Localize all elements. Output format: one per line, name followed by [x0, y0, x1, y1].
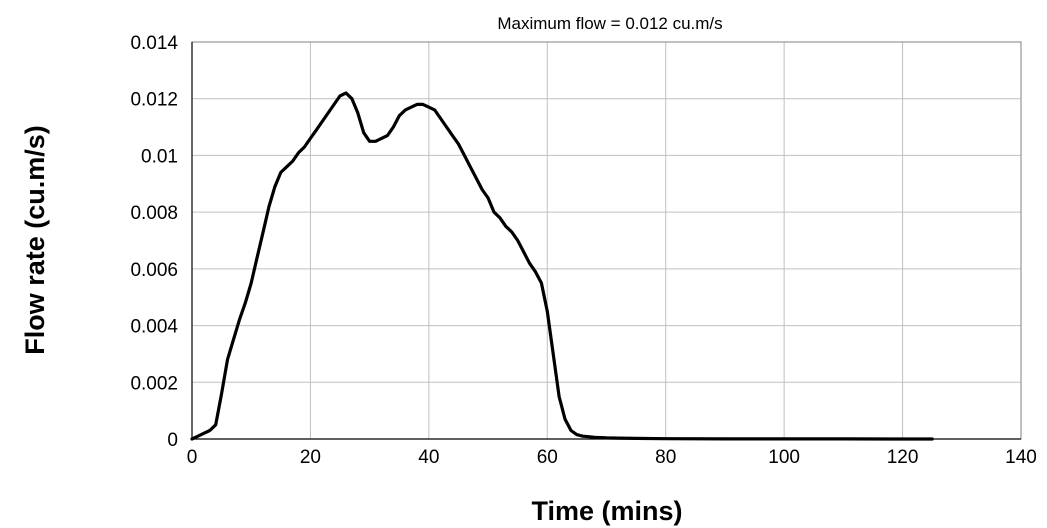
y-tick-label: 0.012	[130, 90, 178, 111]
y-axis-title: Flow rate (cu.m/s)	[20, 125, 50, 355]
x-tick-label: 40	[418, 447, 439, 468]
y-tick-label: 0	[167, 430, 178, 451]
x-tick-label: 140	[1005, 447, 1037, 468]
x-tick-label: 120	[887, 447, 919, 468]
y-axis-ticks: 0 0.002 0.004 0.006 0.008 0.01 0.012 0.014	[130, 33, 178, 451]
x-tick-label: 80	[655, 447, 676, 468]
x-axis-ticks: 0 20 40 60 80 100 120 140	[187, 447, 1037, 468]
y-tick-label: 0.008	[130, 203, 178, 224]
y-tick-label: 0.014	[130, 33, 178, 54]
chart-title: Maximum flow = 0.012 cu.m/s	[497, 14, 722, 33]
y-tick-label: 0.01	[141, 146, 178, 167]
x-tick-label: 0	[187, 447, 198, 468]
flow-series-line	[190, 91, 934, 441]
x-tick-label: 60	[537, 447, 558, 468]
x-tick-label: 20	[300, 447, 321, 468]
y-tick-label: 0.004	[130, 317, 178, 338]
y-tick-label: 0.006	[130, 260, 178, 281]
plot-area-frame	[191, 41, 1022, 440]
y-tick-label: 0.002	[130, 373, 178, 394]
grid-lines	[192, 42, 1021, 439]
x-axis-title: Time (mins)	[531, 496, 682, 526]
x-tick-label: 100	[768, 447, 800, 468]
